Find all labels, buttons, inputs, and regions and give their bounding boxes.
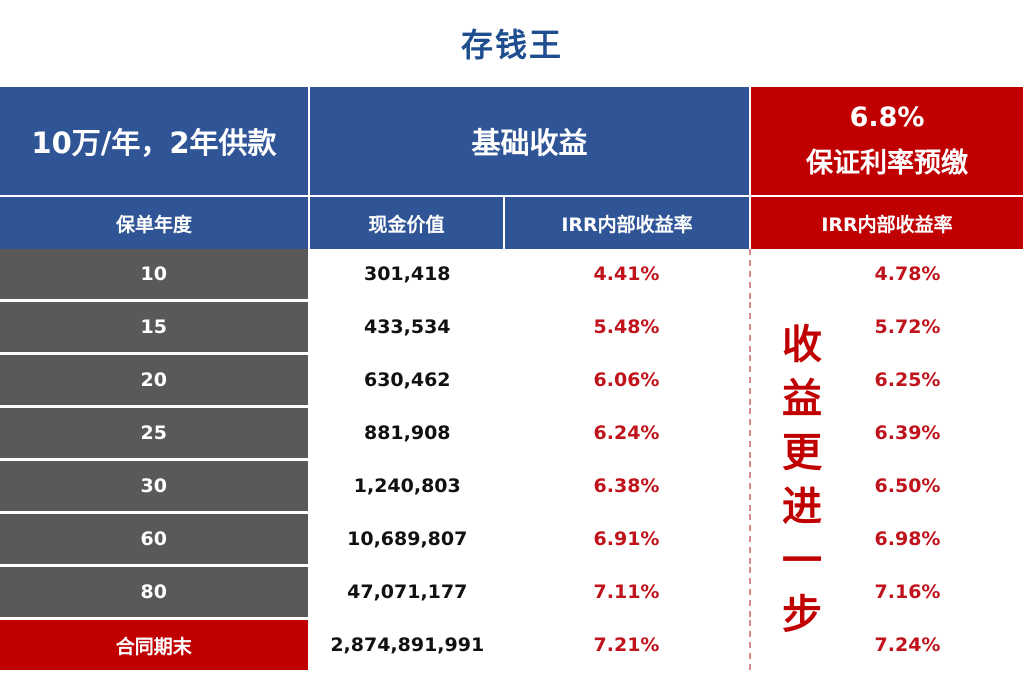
cash-cell: 301,418 xyxy=(309,249,504,302)
table-row: 30 1,240,803 6.38% 6.50% xyxy=(0,459,1024,514)
table-row: 20 630,462 6.06% 6.25% xyxy=(0,353,1024,408)
irr-cell: 6.91% xyxy=(504,512,751,567)
table-row: 合同期末 2,874,891,991 7.21% 7.24% xyxy=(0,618,1024,673)
slogan-char: 进 xyxy=(782,484,822,530)
irr2-cell: 6.25% xyxy=(749,353,1024,408)
cash-cell: 10,689,807 xyxy=(309,512,504,567)
irr2-cell: 7.24% xyxy=(749,618,1024,673)
slogan-char: 一 xyxy=(782,538,822,584)
year-cell: 60 xyxy=(0,512,311,567)
cash-cell: 1,240,803 xyxy=(309,459,504,514)
plan-header: 10万/年，2年供款 xyxy=(0,87,310,197)
irr2-cell: 7.16% xyxy=(749,565,1024,620)
rate-header: 6.8% 保证利率预缴 xyxy=(750,87,1024,197)
table-row: 10 301,418 4.41% 4.78% xyxy=(0,249,1024,302)
irr2-cell: 6.39% xyxy=(749,406,1024,461)
column-irr2: IRR内部收益率 xyxy=(750,196,1024,249)
year-cell: 80 xyxy=(0,565,311,620)
year-cell: 15 xyxy=(0,300,311,355)
irr2-cell: 4.78% xyxy=(749,249,1024,302)
table-row: 80 47,071,177 7.11% 7.16% xyxy=(0,565,1024,620)
irr-cell: 6.24% xyxy=(504,406,751,461)
cash-cell: 881,908 xyxy=(309,406,504,461)
header-row-columns: 保单年度 现金价值 IRR内部收益率 IRR内部收益率 xyxy=(0,196,1024,249)
comparison-table: 10万/年，2年供款 基础收益 6.8% 保证利率预缴 保单年度 现金价值 IR… xyxy=(0,87,1024,673)
table-row: 60 10,689,807 6.91% 6.98% xyxy=(0,512,1024,567)
slogan-char: 收 xyxy=(782,322,822,368)
irr-cell: 6.38% xyxy=(504,459,751,514)
cash-cell: 630,462 xyxy=(309,353,504,408)
slogan-char: 益 xyxy=(782,376,822,422)
rate-label: 保证利率预缴 xyxy=(806,148,969,179)
column-year: 保单年度 xyxy=(0,196,310,249)
slogan-char: 更 xyxy=(782,430,822,476)
slogan-char: 步 xyxy=(782,592,822,638)
basic-return-header: 基础收益 xyxy=(309,87,752,197)
year-cell: 25 xyxy=(0,406,311,461)
column-cash: 现金价值 xyxy=(309,196,505,249)
irr-cell: 7.21% xyxy=(504,618,751,673)
column-irr: IRR内部收益率 xyxy=(504,196,752,249)
year-cell: 20 xyxy=(0,353,311,408)
year-cell: 30 xyxy=(0,459,311,514)
table-row: 15 433,534 5.48% 5.72% xyxy=(0,300,1024,355)
year-cell: 合同期末 xyxy=(0,618,311,673)
irr2-cell: 5.72% xyxy=(749,300,1024,355)
header-row-main: 10万/年，2年供款 基础收益 6.8% 保证利率预缴 xyxy=(0,87,1024,197)
irr-cell: 6.06% xyxy=(504,353,751,408)
table-row: 25 881,908 6.24% 6.39% xyxy=(0,406,1024,461)
irr-cell: 4.41% xyxy=(504,249,751,302)
irr2-cell: 6.98% xyxy=(749,512,1024,567)
cash-cell: 47,071,177 xyxy=(309,565,504,620)
year-cell: 10 xyxy=(0,249,311,302)
cash-cell: 2,874,891,991 xyxy=(309,618,504,673)
rate-value: 6.8% xyxy=(849,102,925,133)
cash-cell: 433,534 xyxy=(309,300,504,355)
irr-cell: 7.11% xyxy=(504,565,751,620)
side-slogan: 收 益 更 进 一 步 xyxy=(772,318,832,642)
irr2-cell: 6.50% xyxy=(749,459,1024,514)
page-title: 存钱王 xyxy=(460,26,563,64)
irr-cell: 5.48% xyxy=(504,300,751,355)
